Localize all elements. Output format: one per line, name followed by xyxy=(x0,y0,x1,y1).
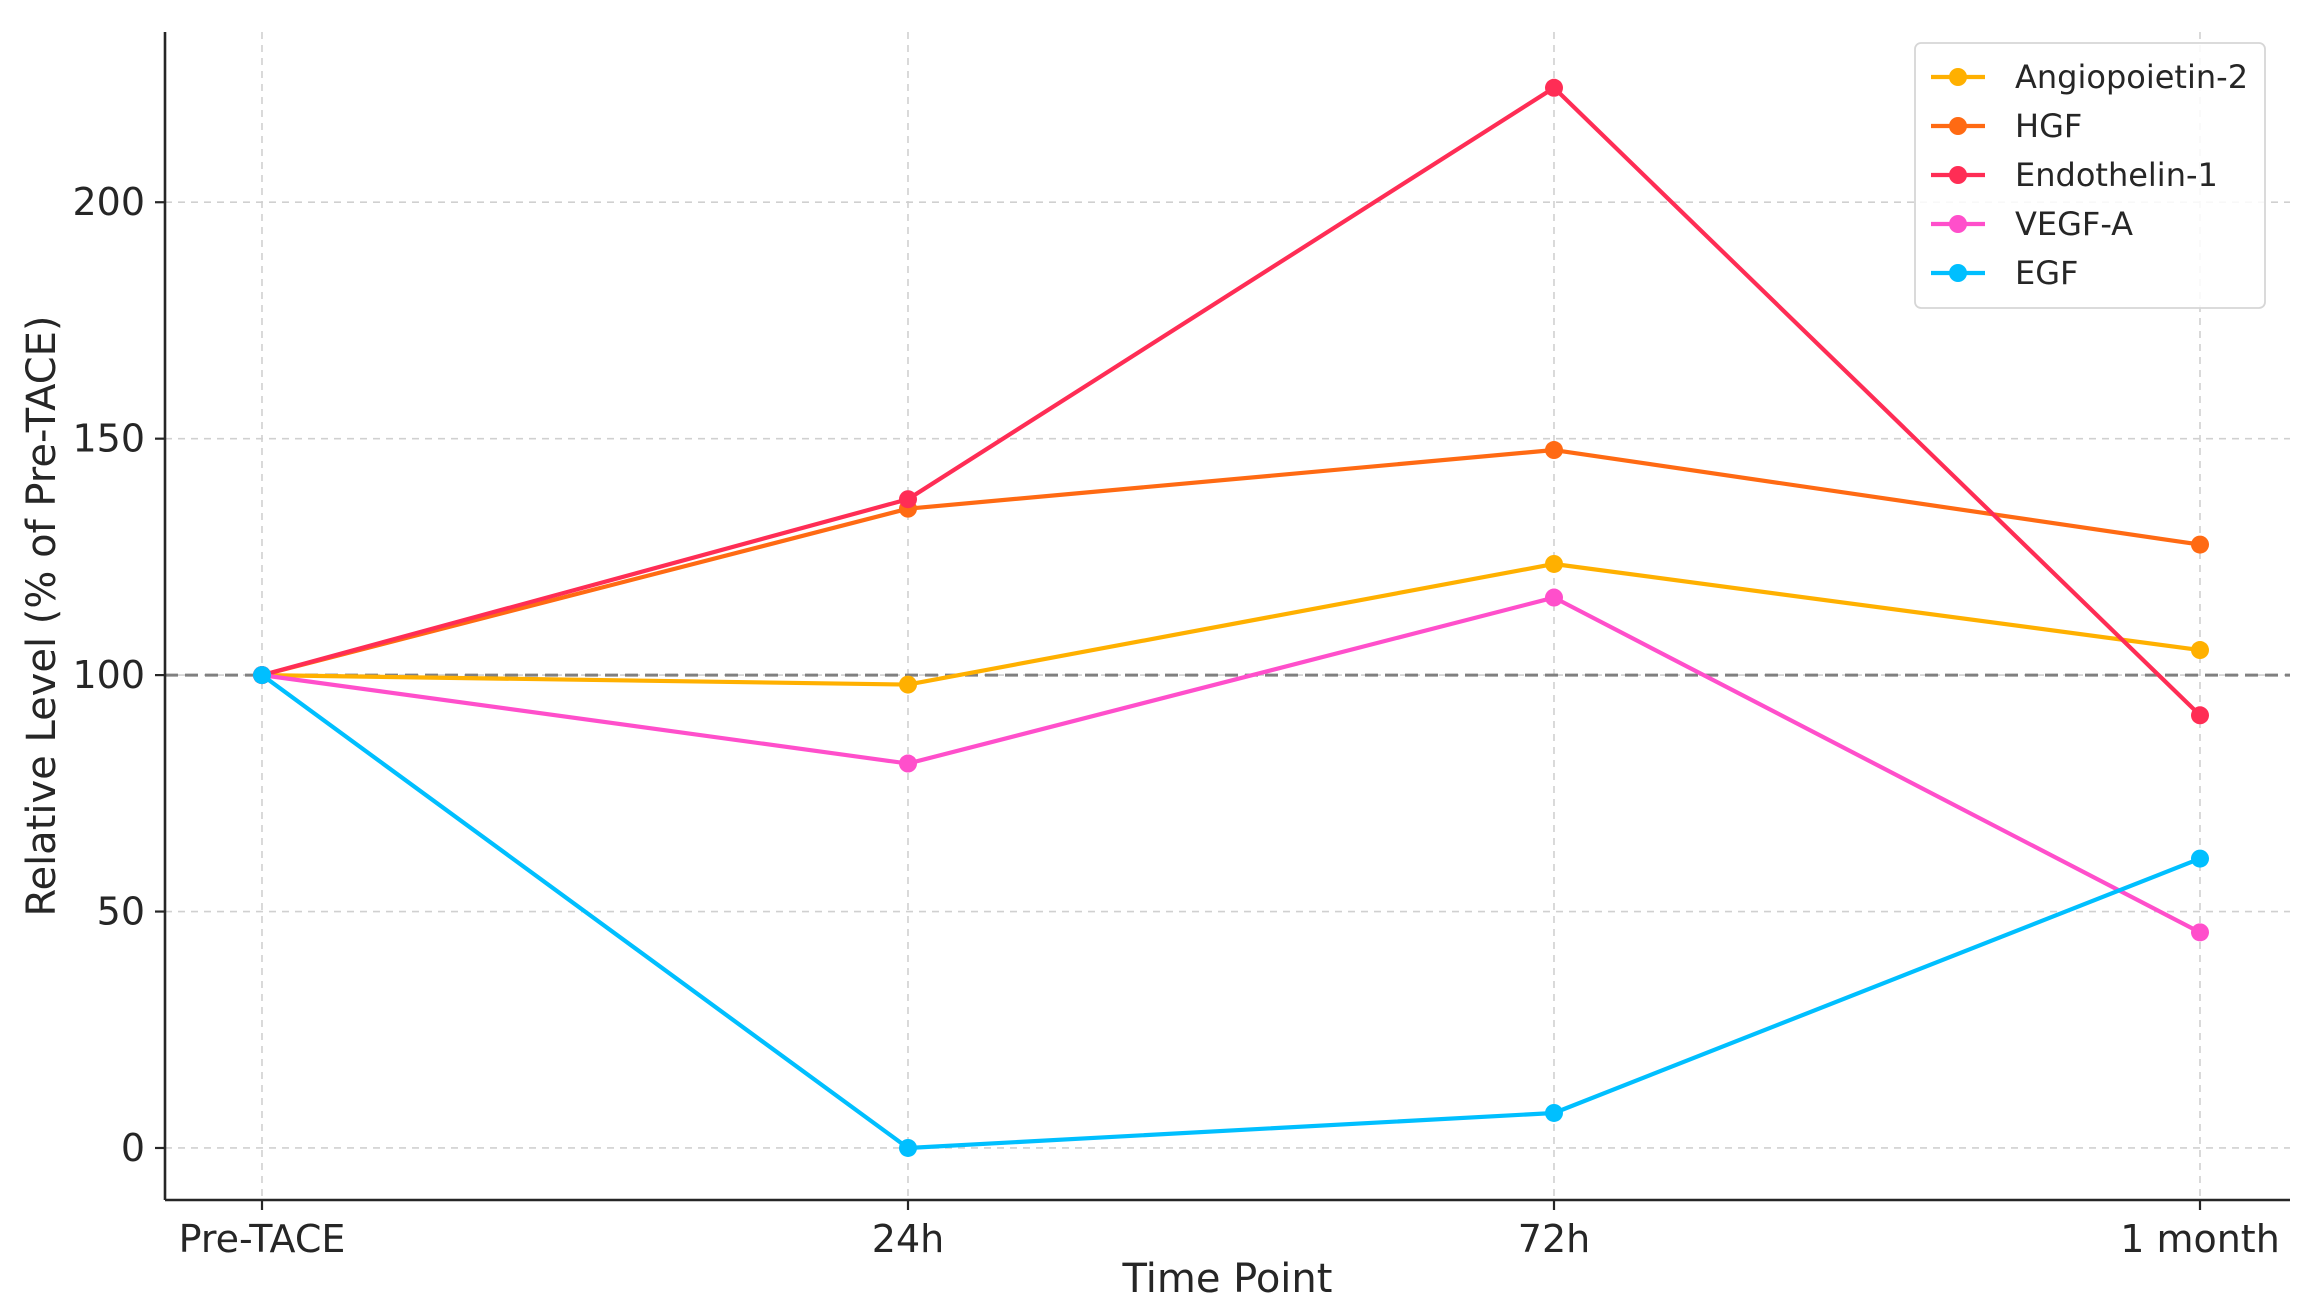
x-tick-label: Pre-TACE xyxy=(179,1217,346,1261)
legend-item: HGF xyxy=(1931,107,2082,145)
series-vegf-a xyxy=(253,588,2209,942)
series-line xyxy=(259,595,2203,935)
y-tick-label: 100 xyxy=(72,653,145,697)
legend: Angiopoietin-2 HGF Endothelin-1 VEGF-A EGF xyxy=(1914,42,2266,309)
tick-labels: 0 50 100 150 200 Pre-TACE 24h 72h 1 month xyxy=(72,180,2279,1261)
data-point xyxy=(1545,78,1563,97)
legend-marker xyxy=(1949,68,1967,86)
legend-marker xyxy=(1949,215,1967,233)
x-tick-label: 24h xyxy=(872,1217,944,1261)
legend-marker xyxy=(1949,117,1967,135)
data-point xyxy=(899,490,917,509)
data-point xyxy=(2191,923,2209,942)
legend-item: Endothelin-1 xyxy=(1931,156,2218,194)
legend-label: VEGF-A xyxy=(2015,205,2133,243)
y-axis-title: Relative Level (% of Pre-TACE) xyxy=(19,315,65,916)
y-tick-label: 200 xyxy=(72,180,145,224)
x-axis-title: Time Point xyxy=(1122,1256,1333,1301)
data-point xyxy=(253,666,271,685)
legend-item: Angiopoietin-2 xyxy=(1931,58,2248,96)
legend-label: Angiopoietin-2 xyxy=(2015,58,2248,96)
data-point xyxy=(1545,588,1563,607)
series-line xyxy=(259,561,2203,687)
series-group xyxy=(253,78,2209,1157)
series-line xyxy=(259,673,2203,1151)
legend-box xyxy=(1914,42,2266,309)
series-line xyxy=(259,447,2203,678)
y-tick-label: 0 xyxy=(121,1126,145,1170)
data-point xyxy=(899,1138,917,1157)
series-line xyxy=(259,85,2203,718)
y-tick-label: 50 xyxy=(97,890,145,934)
legend-item: VEGF-A xyxy=(1931,205,2133,243)
data-point xyxy=(2191,849,2209,868)
legend-label: Endothelin-1 xyxy=(2015,156,2218,194)
axes xyxy=(155,32,2290,1210)
series-egf xyxy=(253,666,2209,1157)
data-point xyxy=(1545,1103,1563,1122)
data-point xyxy=(899,675,917,694)
data-point xyxy=(1545,441,1563,460)
data-point xyxy=(2191,641,2209,660)
x-tick-label: 72h xyxy=(1518,1217,1590,1261)
legend-label: EGF xyxy=(2015,254,2078,292)
y-tick-label: 150 xyxy=(72,417,145,461)
legend-label: HGF xyxy=(2015,107,2082,145)
data-point xyxy=(2191,706,2209,725)
legend-marker xyxy=(1949,264,1967,282)
data-point xyxy=(1545,554,1563,573)
data-point xyxy=(899,754,917,773)
data-point xyxy=(2191,535,2209,554)
series-hgf xyxy=(253,441,2209,685)
legend-marker xyxy=(1949,166,1967,184)
series-angiopoietin-2 xyxy=(253,554,2209,694)
x-tick-label: 1 month xyxy=(2120,1217,2280,1261)
legend-item: EGF xyxy=(1931,254,2078,292)
